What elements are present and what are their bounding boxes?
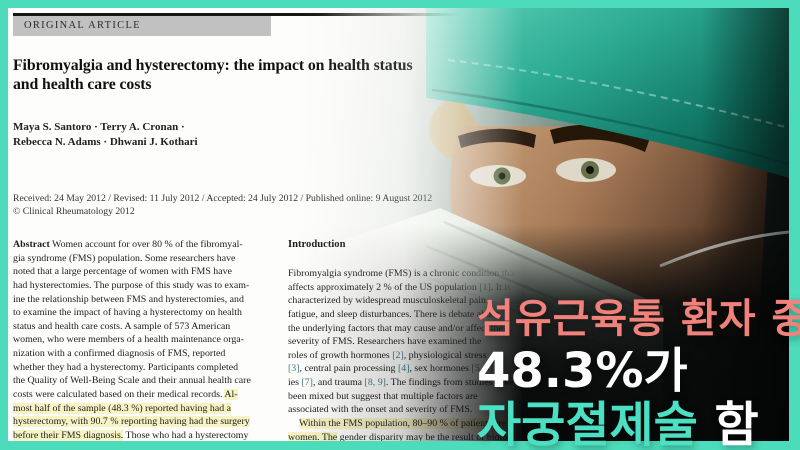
- text-line: noted that a large percentage of women w…: [13, 265, 276, 279]
- paper-title-line2: and health care costs: [13, 75, 152, 93]
- overlay-hysterectomy-word: 자궁절제술: [477, 397, 698, 450]
- text-segment: ine the relationship between FMS and hys…: [13, 293, 244, 305]
- text-line: before their FMS diagnosis. Those who ha…: [13, 429, 276, 441]
- text-line: Abstract Women account for over 80 % of …: [13, 238, 276, 252]
- text-segment: status and health care costs. A sample o…: [13, 320, 231, 332]
- text-line: whether they had a hysterectomy. Partici…: [13, 361, 276, 375]
- text-segment: [3]: [288, 363, 300, 375]
- text-line: gia syndrome (FMS) population. Some rese…: [13, 252, 276, 266]
- copyright-line: © Clinical Rheumatology 2012: [13, 205, 135, 217]
- text-segment: gia syndrome (FMS) population. Some rese…: [13, 252, 236, 264]
- text-segment: costs were calculated based on their med…: [13, 389, 225, 401]
- text-line: had hysterectomies. The purpose of this …: [13, 279, 276, 293]
- text-line: most half of the sample (48.3 %) reporte…: [13, 402, 276, 416]
- text-segment: Women account for over 80 % of the fibro…: [49, 239, 243, 250]
- text-line: status and health care costs. A sample o…: [13, 320, 276, 334]
- text-segment: whether they had a hysterectomy. Partici…: [13, 361, 239, 373]
- text-line: costs were calculated based on their med…: [13, 388, 276, 402]
- text-segment: Those who had a hysterectomy: [123, 429, 249, 441]
- text-segment: had hysterectomies. The purpose of this …: [13, 279, 250, 291]
- dark-right-edge: [298, 8, 789, 441]
- text-line: nization with a confirmed diagnosis of F…: [13, 347, 276, 361]
- text-segment: noted that a large percentage of women w…: [13, 266, 232, 278]
- text-segment: the Quality of Well-Being Scale and thei…: [13, 375, 251, 387]
- text-line: women, who were members of a health main…: [13, 333, 276, 347]
- photo-art: [298, 8, 789, 441]
- text-segment: ies: [288, 377, 302, 389]
- received-revised-accepted-line: Received: 24 May 2012 / Revised: 11 July…: [13, 193, 433, 204]
- overlay-line-hysterectomy: 자궁절제술 함: [477, 385, 759, 450]
- text-line: hysterectomy, with 90.7 % reporting havi…: [13, 415, 276, 429]
- text-line: ine the relationship between FMS and hys…: [13, 293, 276, 307]
- article-type-banner: ORIGINAL ARTICLE: [13, 16, 271, 36]
- author-list: Maya S. Santoro · Terry A. Cronan · Rebe…: [13, 120, 198, 150]
- header-rule: [13, 13, 573, 16]
- text-segment: Abstract: [13, 239, 50, 250]
- text-segment: women, who were members of a health main…: [13, 334, 244, 346]
- overlay-line-percentage: 48.3%가: [477, 343, 688, 399]
- text-segment: to examine the impact of having a hyster…: [13, 307, 242, 319]
- text-segment: nization with a confirmed diagnosis of F…: [13, 348, 226, 360]
- text-segment: before their FMS diagnosis.: [13, 429, 124, 441]
- abstract-column: Abstract Women account for over 80 % of …: [13, 238, 276, 441]
- article-history: Received: 24 May 2012 / Revised: 11 July…: [13, 193, 432, 218]
- surgeon-photo: [298, 8, 789, 441]
- text-segment: most half of the sample (48.3 %) reporte…: [13, 402, 232, 414]
- text-segment: Al-: [224, 389, 238, 401]
- overlay-line3-suffix: 함: [697, 397, 759, 450]
- author-list-line2: Rebecca N. Adams · Dhwani J. Kothari: [13, 136, 198, 148]
- text-segment: hysterectomy, with 90.7 % reporting havi…: [13, 416, 250, 428]
- text-line: to examine the impact of having a hyster…: [13, 306, 276, 320]
- author-list-line1: Maya S. Santoro · Terry A. Cronan ·: [13, 121, 185, 133]
- journal-paper-page: ORIGINAL ARTICLE Fibromyalgia and hyster…: [8, 8, 789, 441]
- overlay-line-patients: 섬유근육통 환자 중: [477, 296, 800, 342]
- text-line: the Quality of Well-Being Scale and thei…: [13, 374, 276, 388]
